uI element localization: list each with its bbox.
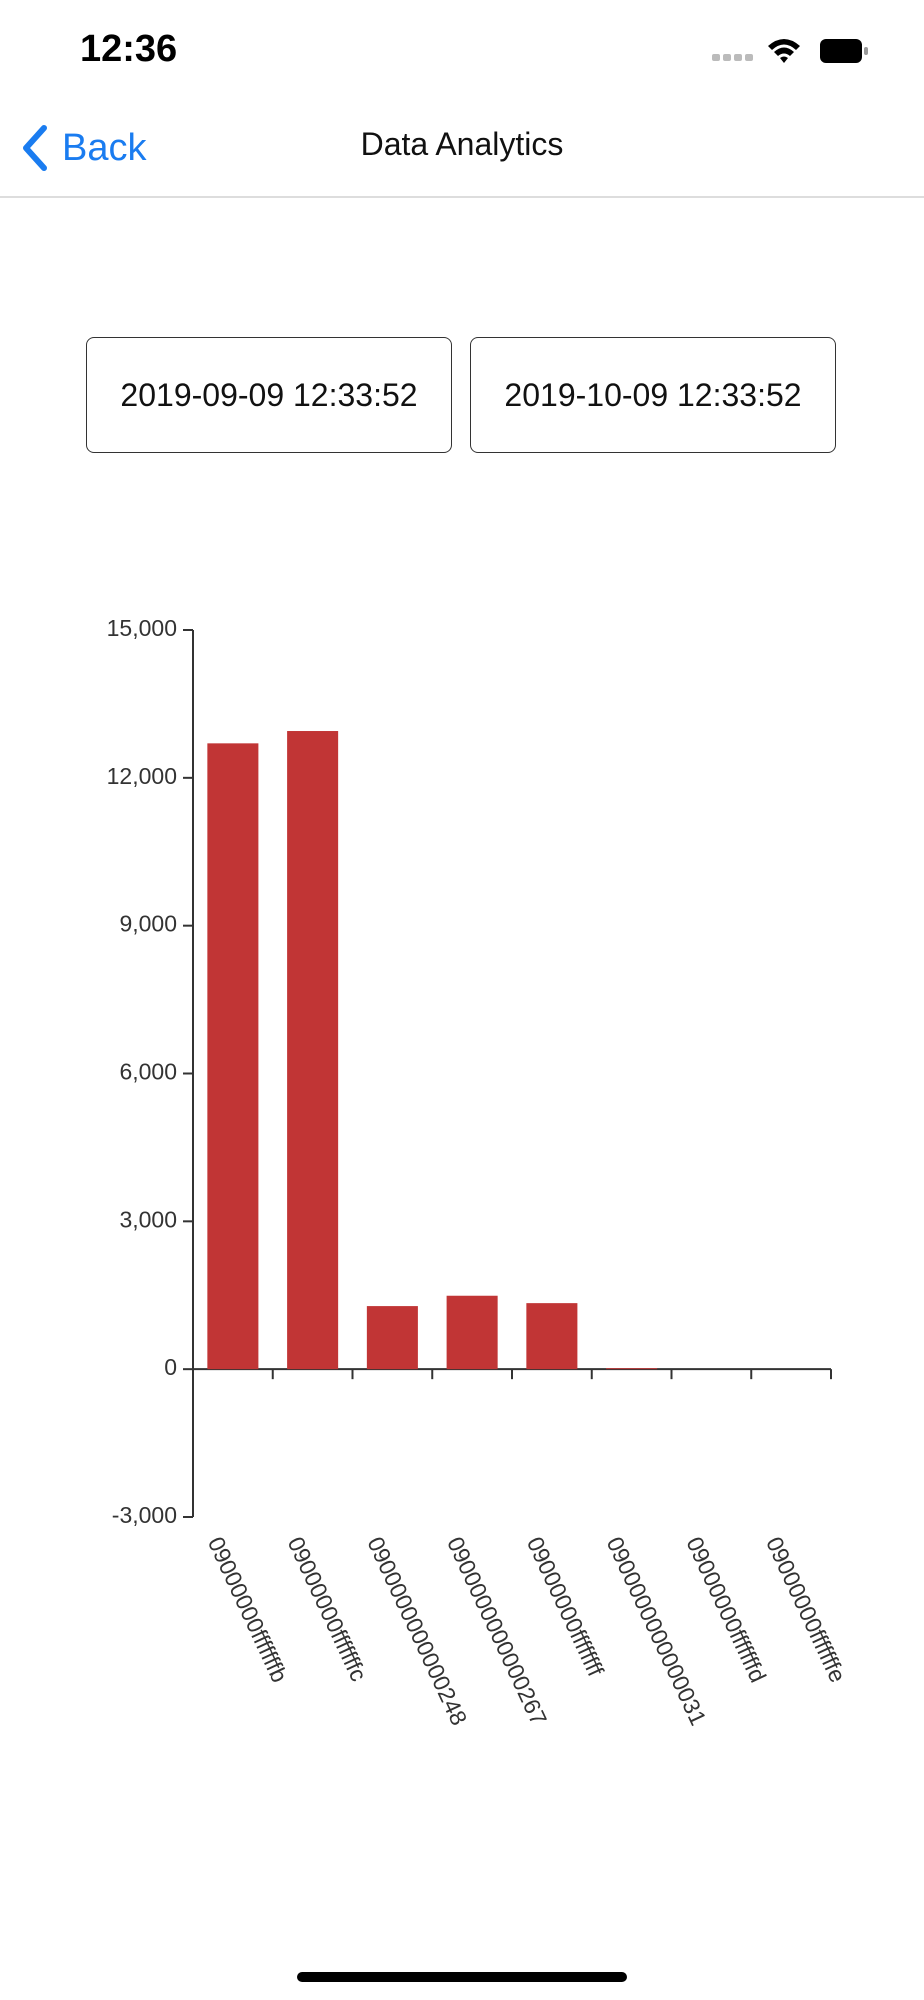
x-tick-label: 09000000ffffffff — [522, 1533, 609, 1681]
y-tick-label: 6,000 — [119, 1059, 177, 1085]
nav-title: Data Analytics — [360, 126, 564, 162]
back-chevron — [23, 125, 47, 171]
end-date-button[interactable]: 2019-10-09 12:33:52 — [470, 337, 836, 453]
bar — [526, 1303, 578, 1370]
back-label: Back — [62, 126, 147, 169]
x-tick-label: 09000000fffffffd — [681, 1533, 771, 1687]
bar — [287, 731, 339, 1370]
status-icons — [712, 39, 868, 63]
start-date-button[interactable]: 2019-09-09 12:33:52 — [86, 337, 452, 453]
x-tick-label: 09000000fffffffc — [283, 1533, 373, 1685]
bar — [446, 1295, 498, 1370]
y-tick-label: 9,000 — [119, 911, 177, 937]
y-tick-label: 15,000 — [107, 615, 177, 641]
bar — [366, 1306, 418, 1370]
back-button[interactable]: Back — [18, 120, 146, 176]
home-indicator — [297, 1972, 627, 1982]
status-time: 12:36 — [80, 28, 178, 70]
y-tick-label: -3,000 — [112, 1502, 177, 1528]
y-tick-label: 3,000 — [119, 1206, 177, 1232]
nav-divider — [0, 196, 924, 198]
y-tick-label: 12,000 — [107, 763, 177, 789]
x-tick-label: 09000000fffffffb — [203, 1533, 293, 1687]
x-tick-label: 09000000fffffffe — [761, 1533, 851, 1687]
bar — [207, 743, 259, 1370]
bar — [606, 1368, 658, 1370]
y-tick-label: 0 — [164, 1354, 177, 1380]
